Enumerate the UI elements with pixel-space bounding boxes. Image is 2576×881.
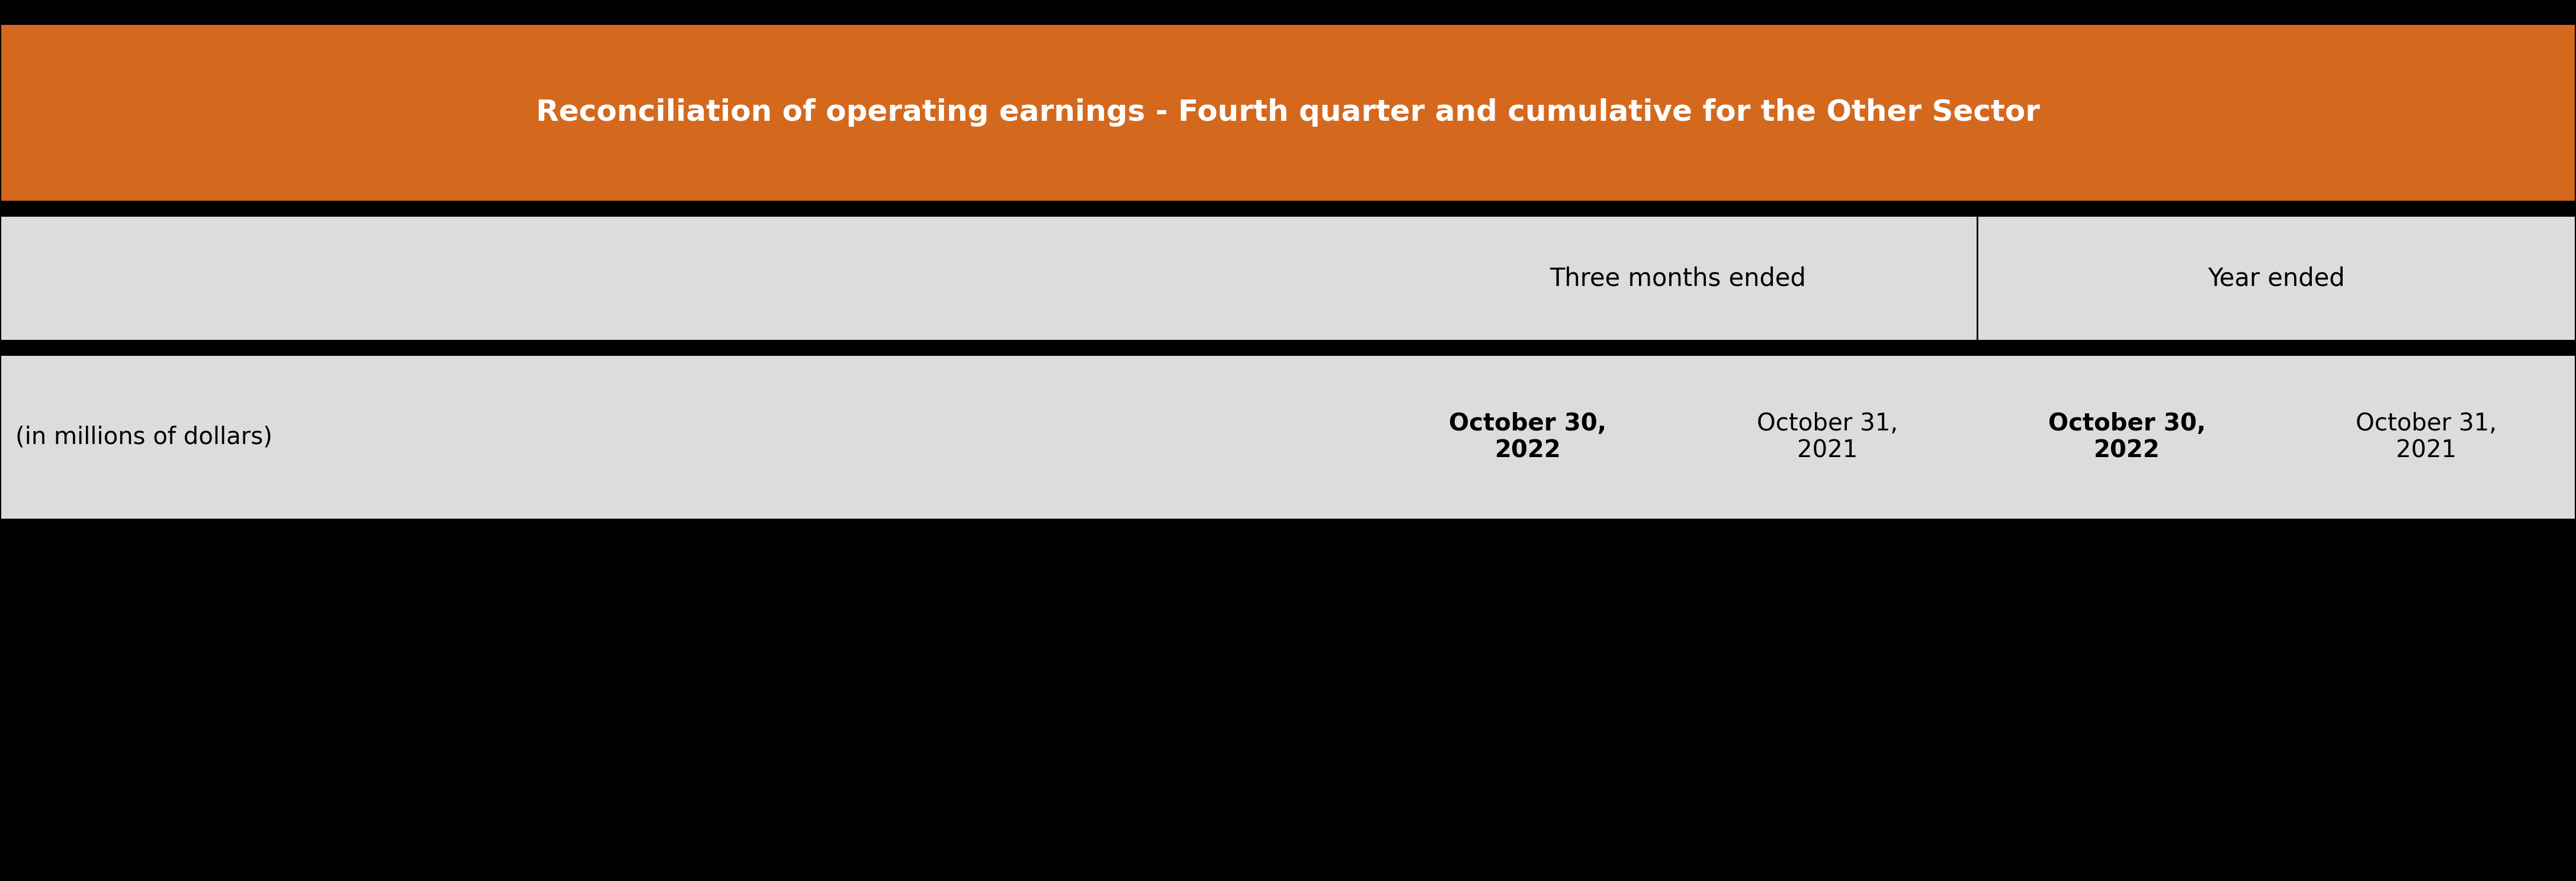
Text: October 30,
2022: October 30, 2022	[2048, 412, 2205, 463]
Bar	[0, 25, 2576, 201]
Text: Reconciliation of operating earnings - Fourth quarter and cumulative for the Oth: Reconciliation of operating earnings - F…	[536, 99, 2040, 127]
Bar	[0, 0, 2576, 25]
Text: (in millions of dollars): (in millions of dollars)	[15, 426, 273, 449]
Bar	[0, 535, 2576, 881]
Bar	[0, 356, 2576, 519]
Text: October 31,
2021: October 31, 2021	[1757, 412, 1899, 463]
Text: Three months ended: Three months ended	[1548, 266, 1806, 291]
Text: October 31,
2021: October 31, 2021	[2354, 412, 2496, 463]
Bar	[0, 340, 2576, 356]
Text: October 30,
2022: October 30, 2022	[1450, 412, 1607, 463]
Bar	[0, 217, 2576, 340]
Bar	[0, 519, 2576, 535]
Bar	[0, 201, 2576, 217]
Text: Year ended: Year ended	[2208, 266, 2344, 291]
